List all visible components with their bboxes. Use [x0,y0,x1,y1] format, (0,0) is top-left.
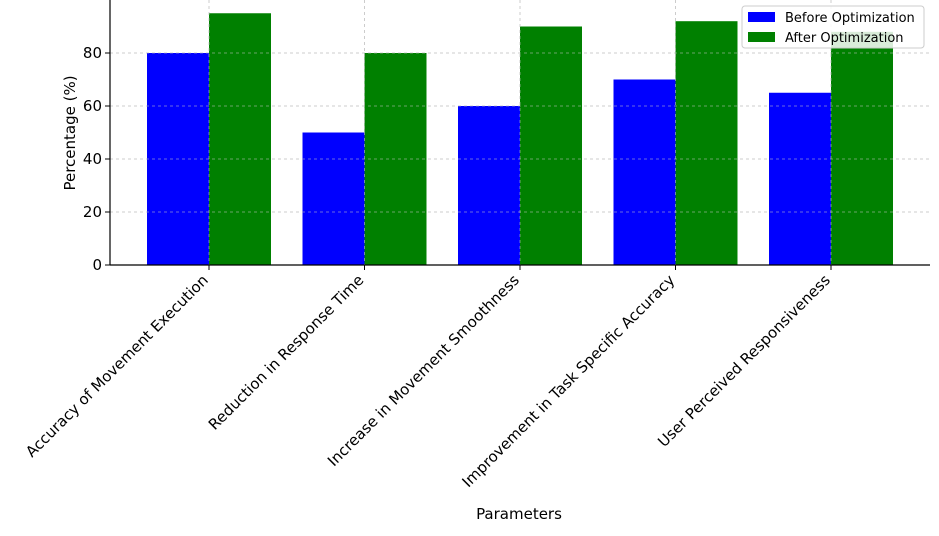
x-tick-label: Increase in Movement Smoothness [324,271,523,470]
legend-box [741,5,925,49]
x-tick-label: Reduction in Response Time [205,271,367,433]
bar [769,92,831,265]
bar [302,132,365,265]
bar [520,26,582,265]
axes [105,0,930,270]
bar [613,79,676,265]
bar [209,13,271,265]
x-axis-title: Parameters [476,505,562,523]
y-axis-title: Percentage (%) [61,75,79,190]
bar [831,31,893,265]
y-tick-label: 60 [83,97,102,115]
y-tick-label: 20 [83,203,102,221]
bar [675,21,738,266]
legend-swatch [748,32,775,42]
x-tick-label: Accuracy of Movement Execution [22,271,212,461]
legend-label: After Optimization [785,31,904,46]
y-tick-label: 80 [83,44,102,62]
legend-label: Before Optimization [785,11,915,26]
legend-swatch [748,12,775,22]
x-tick-label: User Perceived Responsiveness [654,271,834,451]
y-tick-label: 0 [92,256,102,274]
bar [458,106,520,265]
y-tick-label: 40 [83,150,102,168]
legend: Before Optimization After Optimization [741,5,925,49]
bars [110,0,930,266]
